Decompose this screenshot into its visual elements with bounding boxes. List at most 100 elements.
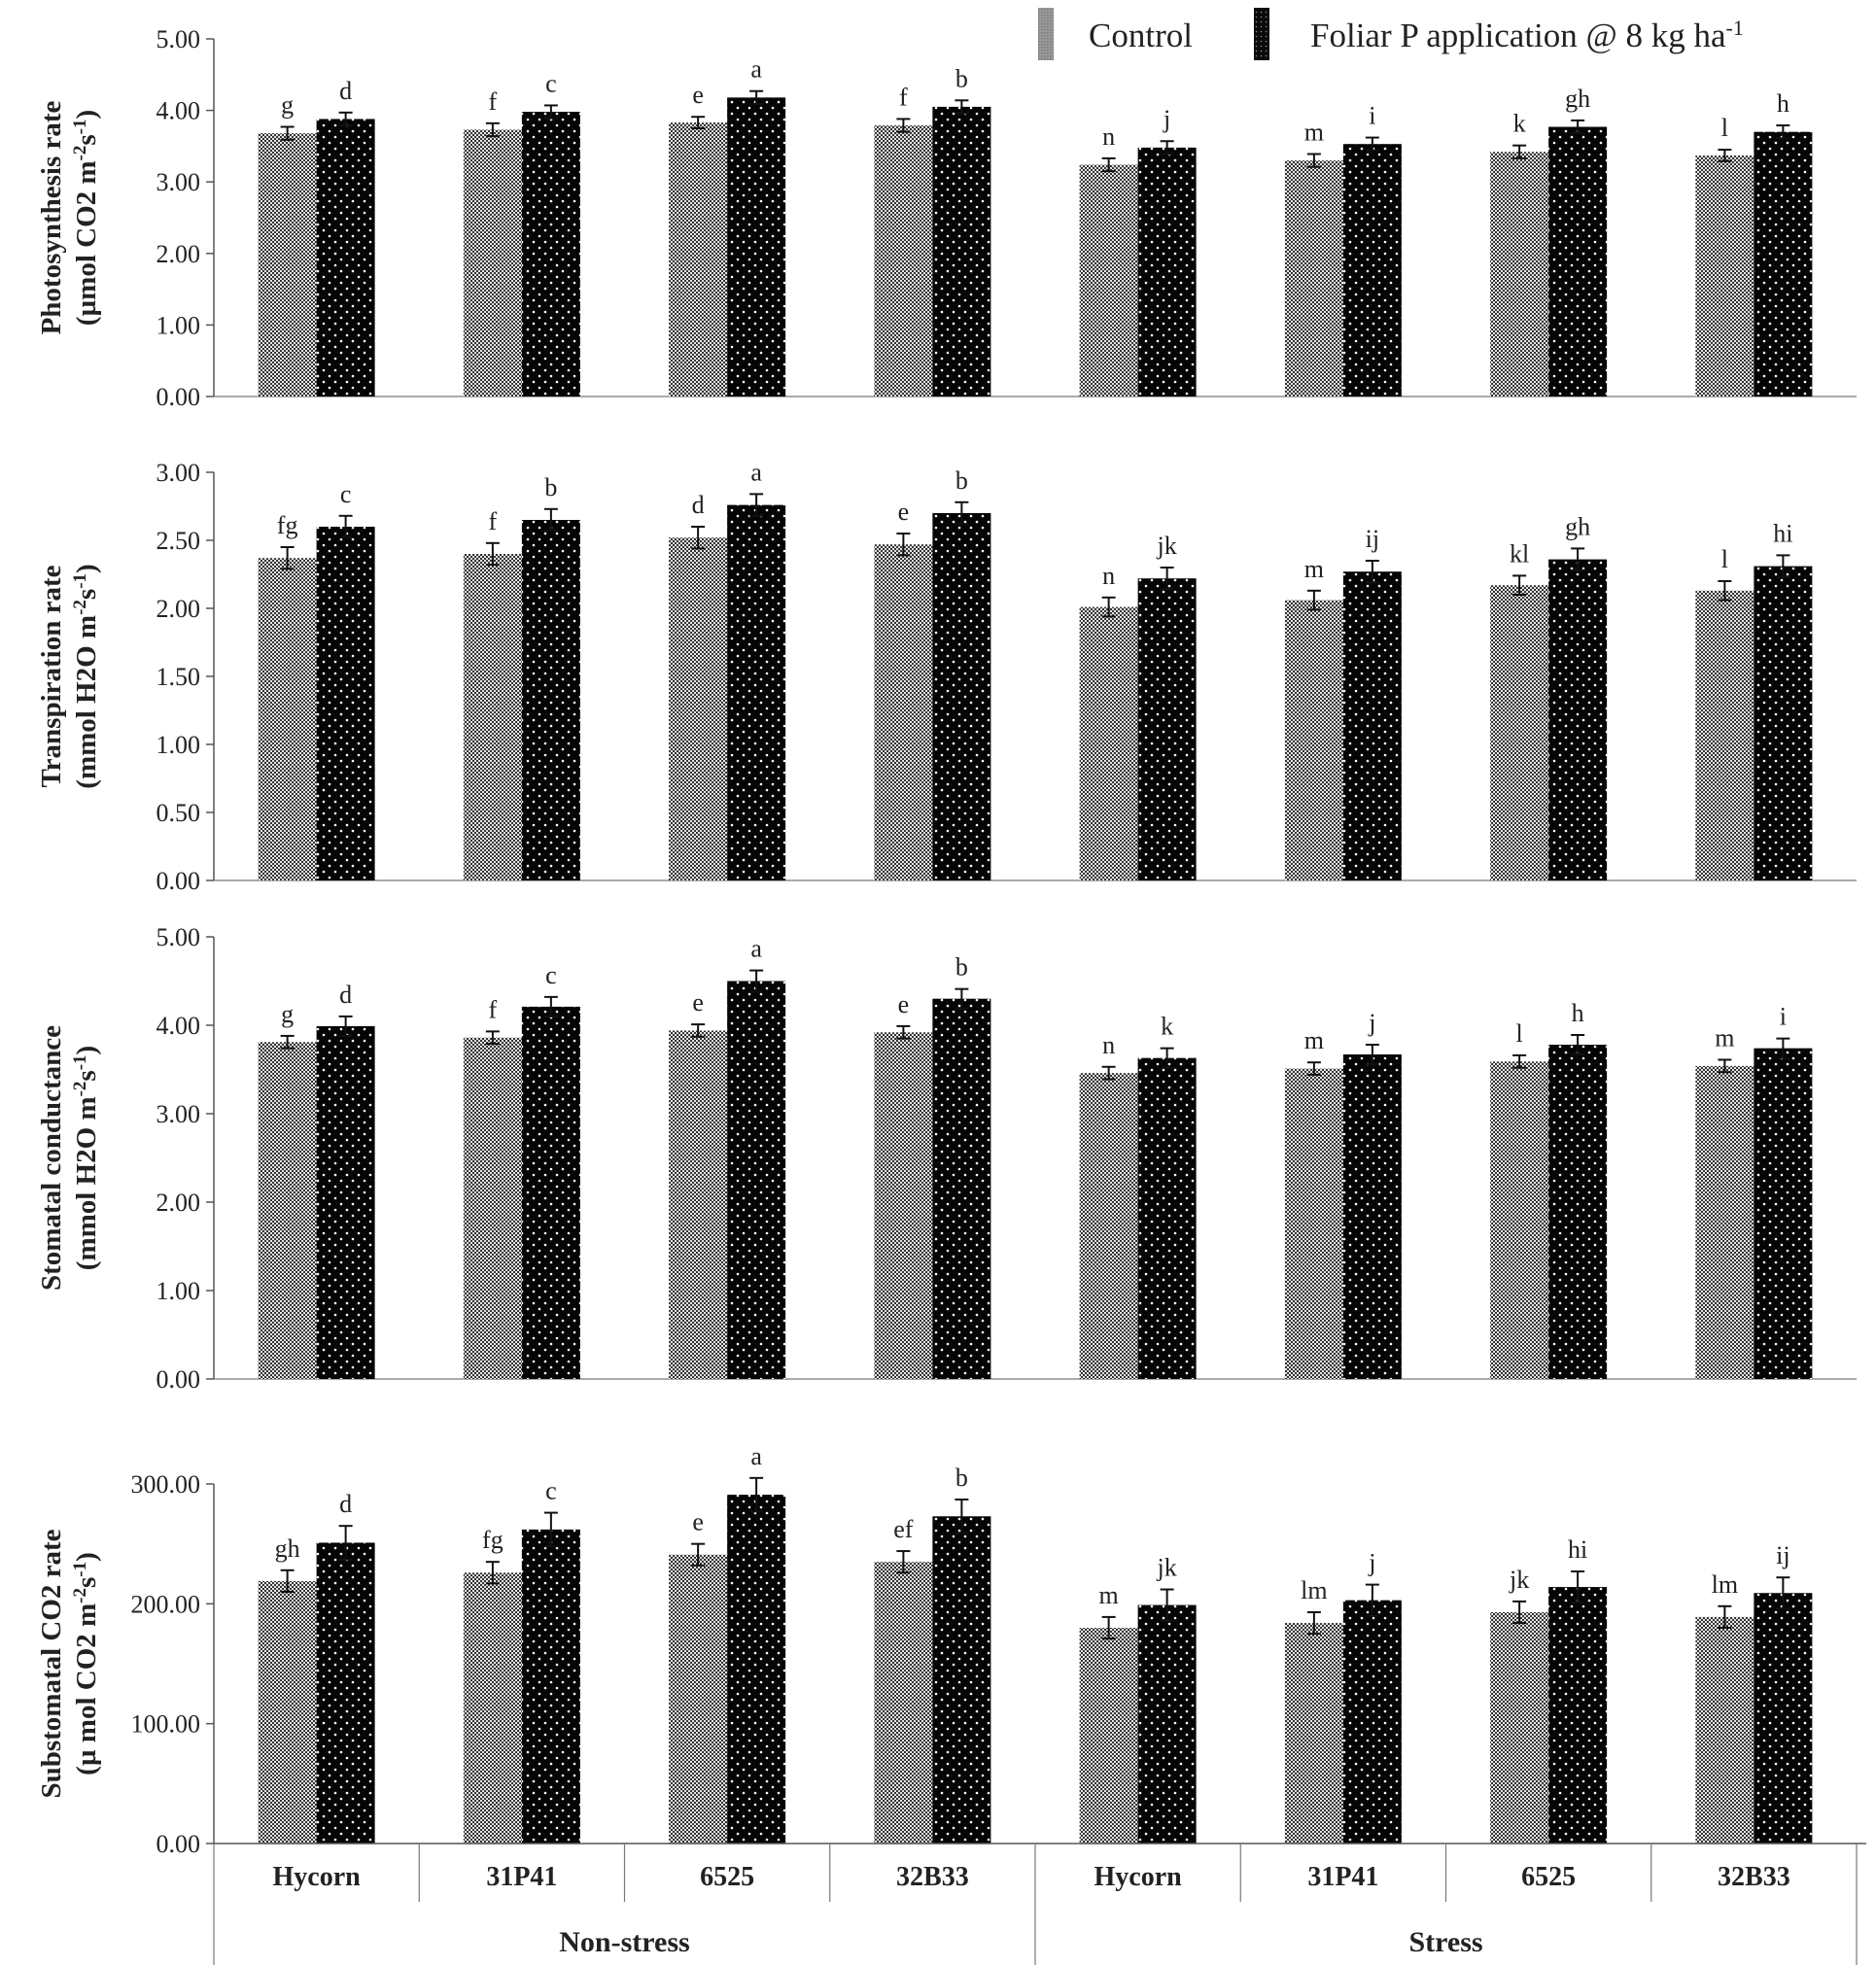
- y-tick-label: 2.00: [156, 595, 201, 623]
- bar-control: [1490, 1611, 1549, 1844]
- significance-letter: jk: [1157, 1554, 1177, 1582]
- significance-letter: e: [692, 988, 704, 1017]
- significance-letter: i: [1780, 1003, 1787, 1031]
- significance-letter: l: [1721, 545, 1728, 573]
- significance-letter: n: [1102, 122, 1115, 151]
- significance-letter: c: [340, 480, 352, 508]
- significance-letter: fg: [277, 511, 298, 539]
- bar-foliar-p: [521, 112, 580, 397]
- significance-letter: g: [281, 1000, 294, 1028]
- error-bar: [543, 1511, 558, 1548]
- significance-letter: c: [545, 961, 557, 989]
- bar-control: [669, 122, 728, 396]
- legend-swatch-foliar-p: [1254, 8, 1269, 60]
- bar-control: [874, 1562, 933, 1844]
- x-category-label: 6525: [1521, 1862, 1576, 1892]
- bar-foliar-p: [727, 1495, 786, 1844]
- y-tick-label: 1.00: [156, 311, 201, 339]
- error-bar: [749, 493, 764, 517]
- significance-letter: h: [1572, 999, 1584, 1027]
- bar-foliar-p: [1754, 131, 1813, 396]
- error-bar: [955, 1499, 969, 1534]
- y-tick-label: 100.00: [131, 1710, 201, 1739]
- bar-control: [1695, 590, 1754, 880]
- significance-letter: m: [1304, 1026, 1324, 1054]
- significance-letter: kl: [1510, 539, 1529, 568]
- bar-foliar-p: [1548, 1587, 1608, 1844]
- y-tick-label: 300.00: [131, 1470, 201, 1499]
- error-bar: [1718, 149, 1732, 162]
- bar-control: [258, 1042, 317, 1379]
- error-bar: [485, 121, 500, 138]
- error-bar: [1306, 1610, 1321, 1636]
- error-bar: [1512, 144, 1527, 159]
- significance-letter: a: [750, 458, 762, 486]
- error-bar: [1306, 1061, 1321, 1076]
- significance-letter: m: [1304, 555, 1324, 583]
- x-category-label: Hycorn: [273, 1862, 362, 1892]
- significance-letter: e: [898, 990, 910, 1018]
- bar-control: [669, 1554, 728, 1844]
- error-bar: [1571, 119, 1585, 135]
- bar-control: [874, 125, 933, 396]
- legend-label-foliar-p: Foliar P application @ 8 kg ha-1: [1310, 16, 1744, 55]
- error-bar: [338, 1525, 353, 1561]
- error-bar: [1776, 1037, 1790, 1059]
- significance-letter: l: [1721, 114, 1728, 142]
- bar-foliar-p: [1754, 566, 1813, 880]
- significance-letter: e: [692, 81, 704, 109]
- significance-letter: hi: [1773, 519, 1792, 547]
- bar-control: [1695, 1065, 1754, 1379]
- y-tick-label: 3.00: [156, 168, 201, 196]
- x-category-label: 31P41: [486, 1862, 557, 1892]
- error-bar: [691, 1023, 706, 1038]
- error-bar: [1512, 574, 1527, 596]
- y-tick-label: 5.00: [156, 923, 201, 951]
- error-bar: [896, 533, 911, 557]
- bar-control: [463, 1037, 522, 1379]
- bar-foliar-p: [1137, 1057, 1197, 1379]
- error-bar: [1101, 1615, 1116, 1640]
- y-axis-title: Photosynthesis rate: [36, 100, 67, 334]
- significance-letter: ef: [893, 1515, 914, 1543]
- error-bar: [1776, 1576, 1790, 1610]
- error-bar: [896, 1550, 911, 1574]
- bar-foliar-p: [1137, 147, 1197, 396]
- significance-letter: e: [692, 1508, 704, 1536]
- error-bar: [1101, 1065, 1116, 1081]
- bar-foliar-p: [1342, 1600, 1402, 1844]
- panel-photosynthesis: 0.00 1.00 2.00 3.00 4.00 5.00 Photosynthesis r…: [36, 25, 1857, 411]
- error-bar: [749, 89, 764, 105]
- x-category-label: 31P41: [1307, 1862, 1378, 1892]
- significance-letter: k: [1513, 110, 1526, 138]
- error-bar: [896, 1024, 911, 1040]
- bar-foliar-p: [1754, 1593, 1813, 1844]
- significance-letter: lm: [1712, 1570, 1738, 1599]
- significance-letter: ij: [1776, 1541, 1789, 1569]
- y-tick-label: 2.00: [156, 1189, 201, 1217]
- significance-letter: hi: [1568, 1535, 1587, 1564]
- legend-label-control: Control: [1089, 17, 1193, 54]
- significance-letter: b: [955, 953, 968, 982]
- error-bar: [1718, 1058, 1732, 1074]
- significance-letter: ij: [1366, 525, 1379, 553]
- significance-letter: l: [1516, 1019, 1523, 1048]
- significance-letter: f: [899, 83, 908, 111]
- error-bar: [691, 116, 706, 129]
- y-axis-units: (mmol H2O m-2s-1): [70, 1046, 103, 1270]
- x-axis-table: Hycorn 31P41 6525 32B33 Hycorn 31P41 6525 32B33…: [213, 1843, 1866, 1965]
- significance-letter: f: [489, 87, 498, 116]
- y-axis-title: Stomatal conductance: [36, 1025, 67, 1291]
- legend-swatch-control: [1038, 8, 1054, 60]
- error-bar: [1365, 560, 1379, 584]
- y-tick-label: 5.00: [156, 25, 201, 53]
- bar-foliar-p: [316, 119, 375, 396]
- bar-foliar-p: [316, 1542, 375, 1844]
- bar-foliar-p: [1548, 126, 1608, 396]
- significance-letter: d: [692, 491, 705, 519]
- y-tick-label: 1.00: [156, 1277, 201, 1305]
- bar-control: [1284, 1623, 1343, 1844]
- bar-foliar-p: [727, 504, 786, 880]
- bar-foliar-p: [727, 981, 786, 1379]
- error-bar: [485, 1030, 500, 1046]
